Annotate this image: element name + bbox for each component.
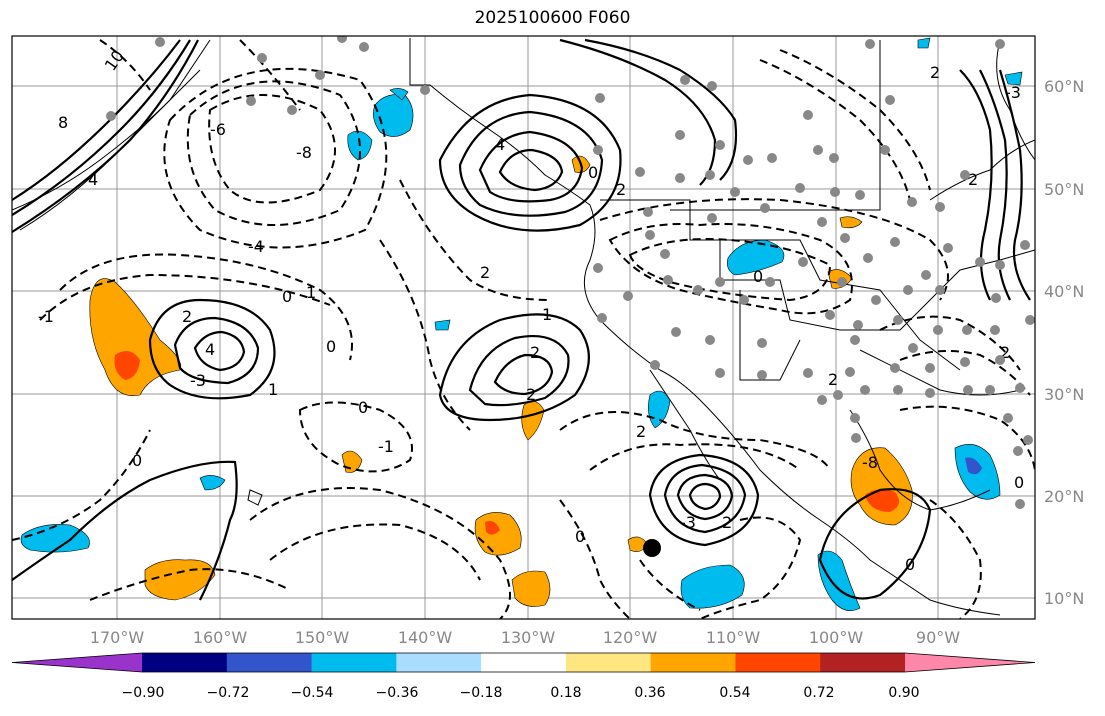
contour-label: 0 [575, 527, 585, 546]
contour-label: 2 [182, 307, 192, 326]
lon-tick-label: 120°W [603, 628, 658, 647]
contour-label: -8 [862, 453, 878, 472]
colorbar-tick-label: 0.90 [888, 685, 919, 701]
colorbar-tick-label: 0.72 [803, 685, 834, 701]
colorbar-segment [565, 653, 652, 672]
contour-label: 2 [1000, 343, 1010, 362]
lon-axis: 170°W 160°W 150°W 140°W 130°W 120°W 110°… [90, 628, 960, 647]
lon-tick-label: 110°W [706, 628, 761, 647]
colorbar-tick-label: −0.36 [376, 685, 419, 701]
lat-tick-label: 40°N [1044, 282, 1084, 301]
contour-label: 4 [88, 170, 98, 189]
contour-label: 2 [828, 370, 838, 389]
colorbar [11, 652, 1036, 673]
contour-label: -3 [680, 513, 696, 532]
contours-solid [12, 38, 1031, 601]
colorbar-tick-label: −0.18 [460, 685, 503, 701]
lat-tick-label: 50°N [1044, 180, 1084, 199]
lon-tick-label: 160°W [193, 628, 248, 647]
colorbar-ticks: −0.90 −0.72 −0.54 −0.36 −0.18 0.18 0.36 … [122, 685, 920, 701]
lon-tick-label: 90°W [916, 628, 960, 647]
lat-tick-label: 10°N [1044, 589, 1084, 608]
contour-label: -4 [248, 237, 264, 256]
contour-label: 0 [905, 555, 915, 574]
contour-label: 2 [968, 170, 978, 189]
contour-label: -3 [1005, 83, 1021, 102]
colorbar-segment [226, 653, 313, 672]
contour-label: 0 [132, 451, 142, 470]
lon-tick-label: 100°W [809, 628, 864, 647]
contour-label: 0 [588, 163, 598, 182]
contour-label: 2 [636, 422, 646, 441]
contour-label: 2 [616, 180, 626, 199]
colorbar-tick-label: 0.18 [550, 685, 581, 701]
contour-label: 0 [326, 337, 336, 356]
contour-label: 4 [495, 135, 505, 154]
contour-label: 1 [306, 283, 316, 302]
colorbar-outline [11, 652, 1036, 673]
contour-label: -3 [190, 371, 206, 390]
lon-tick-label: 140°W [398, 628, 453, 647]
lat-tick-label: 60°N [1044, 77, 1084, 96]
contour-label: 8 [58, 113, 68, 132]
current-position-marker [643, 539, 661, 557]
contours-dashed [12, 39, 1035, 619]
colorbar-segment [650, 653, 736, 672]
map-frame [11, 35, 1036, 620]
lat-tick-label: 20°N [1044, 487, 1084, 506]
contour-label: 4 [205, 340, 215, 359]
lon-tick-label: 130°W [501, 628, 556, 647]
colorbar-segment [396, 653, 482, 672]
map-background [12, 36, 1035, 619]
lon-tick-label: 150°W [295, 628, 350, 647]
contour-label: 0 [282, 287, 292, 306]
colorbar-segment [311, 653, 397, 672]
colorbar-segment [142, 653, 228, 672]
contour-label: 0 [358, 398, 368, 417]
contour-label: -1 [378, 437, 394, 456]
colorbar-segment [735, 653, 821, 672]
colorbar-tick-label: 0.36 [634, 685, 665, 701]
contour-label: -6 [210, 120, 226, 139]
contour-label: 2 [930, 63, 940, 82]
contour-label: 1 [268, 380, 278, 399]
contour-label: 2 [526, 385, 536, 404]
contour-label: -8 [296, 143, 312, 162]
colorbar-tick-label: −0.54 [291, 685, 334, 701]
contour-labels: 10 8 4 -6 -8 -4 0 1 -1 2 4 -3 1 0 0 -1 0… [38, 47, 1024, 574]
colorbar-segment [820, 653, 906, 672]
contour-label: 0 [1014, 473, 1024, 492]
contour-label: 2 [480, 263, 490, 282]
chart-title: 2025100600 F060 [474, 8, 631, 28]
lon-tick-label: 170°W [90, 628, 145, 647]
colorbar-tick-label: −0.72 [207, 685, 250, 701]
colorbar-extend-max [905, 653, 1035, 672]
colorbar-segment [481, 653, 567, 672]
contour-label: 2 [722, 513, 732, 532]
lat-axis: 60°N 50°N 40°N 30°N 20°N 10°N [1044, 77, 1084, 608]
contour-label: 0 [753, 267, 763, 286]
colorbar-tick-label: −0.90 [122, 685, 165, 701]
colorbar-extend-min [12, 653, 142, 672]
colorbar-tick-label: 0.54 [719, 685, 750, 701]
contour-label: -1 [38, 307, 54, 326]
lat-tick-label: 30°N [1044, 385, 1084, 404]
station-dots [106, 36, 1035, 509]
contour-label: 2 [530, 343, 540, 362]
contour-label: 1 [542, 305, 552, 324]
